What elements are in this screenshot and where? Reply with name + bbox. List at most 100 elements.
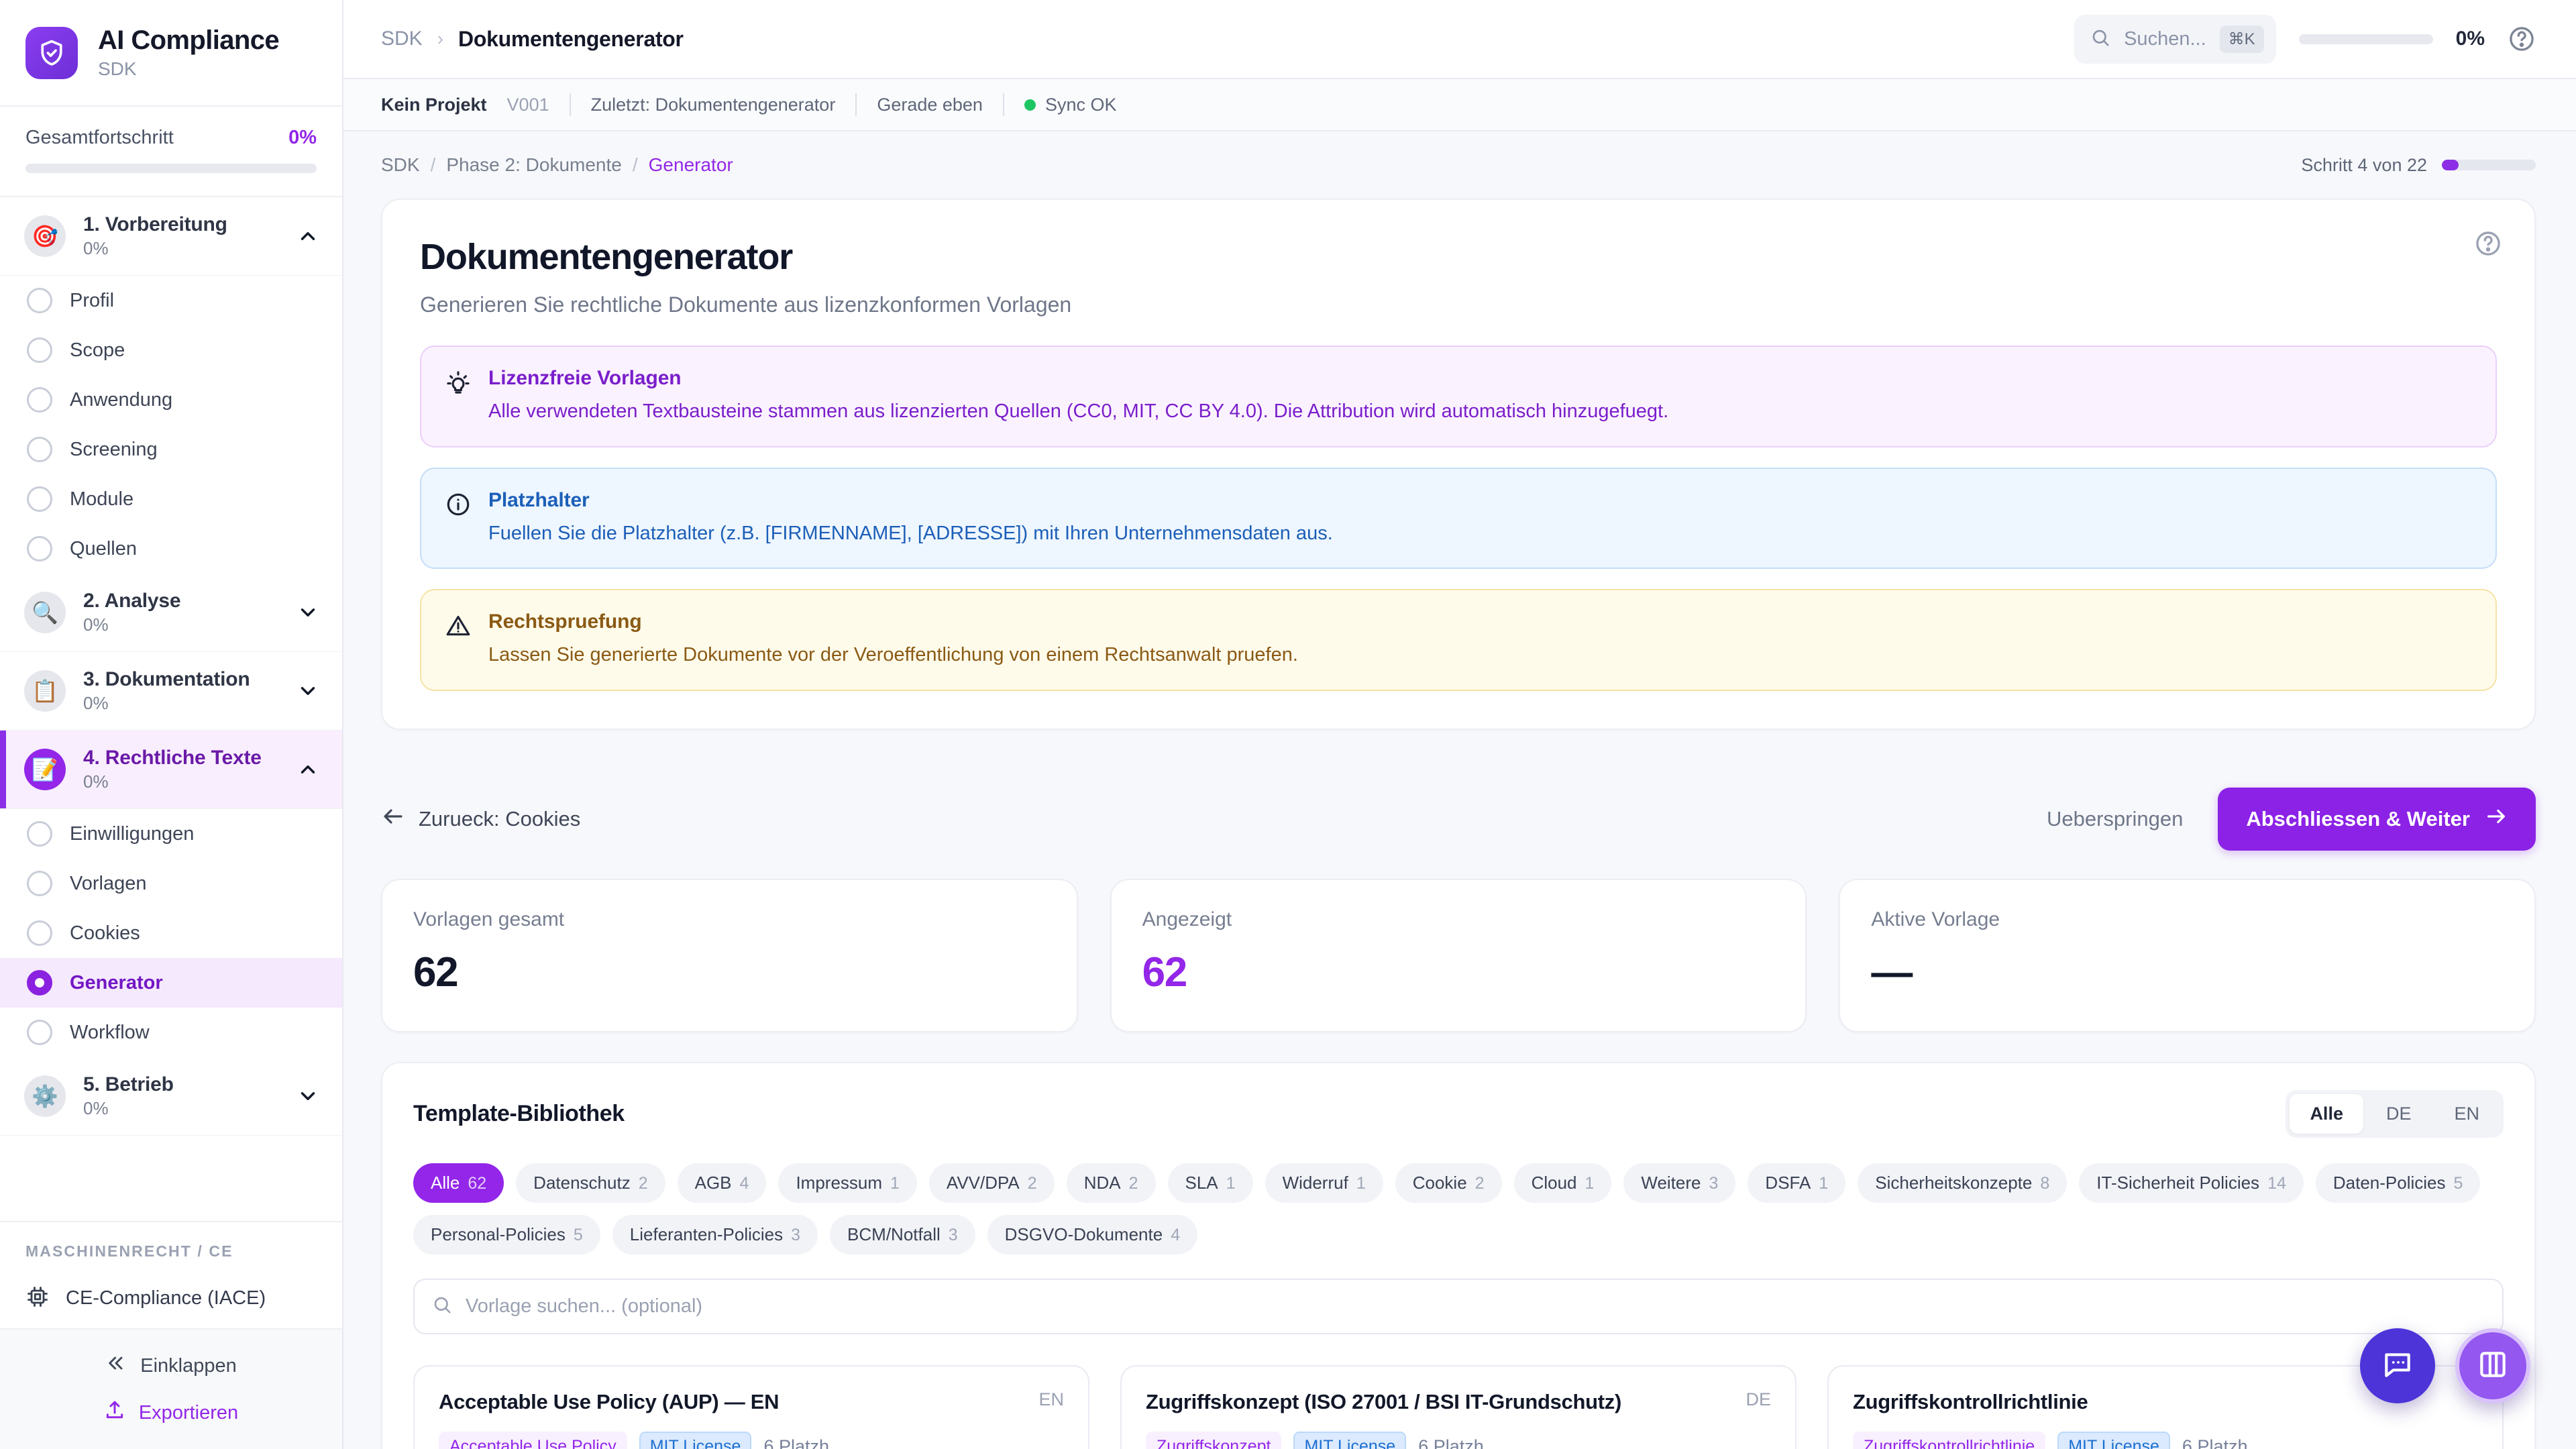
step-status-dot (27, 1020, 52, 1045)
group-heading-maschinenrecht: MASCHINENRECHT / CE (25, 1242, 233, 1260)
sidebar-phase-5[interactable]: ⚙️ 5. Betrieb 0% (0, 1057, 342, 1136)
sidebar-item-ce-compliance[interactable]: CE-Compliance (IACE) (0, 1271, 342, 1330)
stat-value: 62 (413, 949, 459, 996)
sidebar-item-label: Anwendung (70, 388, 173, 411)
filter-chip-avv-dpa[interactable]: AVV/DPA 2 (928, 1163, 1055, 1203)
sidebar-item-quellen[interactable]: Quellen (0, 524, 342, 574)
filter-chip-lieferanten-policies[interactable]: Lieferanten-Policies 3 (612, 1215, 818, 1255)
filter-chip-label: Personal-Policies (431, 1224, 566, 1245)
filter-chip-nda[interactable]: NDA 2 (1066, 1163, 1156, 1203)
panel-fab[interactable] (2455, 1328, 2530, 1403)
sidebar-item-anwendung[interactable]: Anwendung (0, 375, 342, 425)
filter-chip-label: Cloud (1531, 1173, 1577, 1193)
hero-card: Dokumentengenerator Generieren Sie recht… (381, 199, 2536, 731)
chevron-down-icon[interactable] (297, 680, 319, 702)
filter-chip-weitere[interactable]: Weitere 3 (1623, 1163, 1736, 1203)
language-option-en[interactable]: EN (2454, 1104, 2479, 1124)
sidebar-phase-3[interactable]: 📋 3. Dokumentation 0% (0, 652, 342, 731)
chevron-up-icon[interactable] (297, 225, 319, 248)
sidebar-item-generator[interactable]: Generator (0, 958, 342, 1008)
sidebar-item-profil[interactable]: Profil (0, 276, 342, 325)
complete-and-next-button[interactable]: Abschliessen & Weiter (2218, 788, 2536, 851)
sync-status-dot (1024, 99, 1036, 111)
filter-chip-daten-policies[interactable]: Daten-Policies 5 (2315, 1163, 2481, 1203)
template-card[interactable]: Acceptable Use Policy (AUP) — EN EN Accept… (413, 1365, 1089, 1449)
template-library-header: Template-Bibliothek Alle DE EN (413, 1090, 2504, 1138)
filter-chip-it-sicherheit-policies[interactable]: IT-Sicherheit Policies 14 (2079, 1163, 2304, 1203)
chevron-up-icon[interactable] (297, 758, 319, 781)
brand-header[interactable]: AI Compliance SDK (0, 0, 342, 107)
meta-divider (569, 93, 571, 116)
filter-chip-label: Impressum (796, 1173, 883, 1193)
filter-chip-bcm-notfall[interactable]: BCM/Notfall 3 (830, 1215, 975, 1255)
filter-chip-label: Lieferanten-Policies (629, 1224, 784, 1245)
filter-chip-cookie[interactable]: Cookie 2 (1395, 1163, 1502, 1203)
sidebar-item-scope[interactable]: Scope (0, 325, 342, 375)
sidebar-item-ce-compliance-label: CE-Compliance (IACE) (66, 1287, 266, 1309)
filter-chip-widerruf[interactable]: Widerruf 1 (1265, 1163, 1383, 1203)
filter-chip-cloud[interactable]: Cloud 1 (1513, 1163, 1612, 1203)
template-language-badge: DE (1746, 1389, 1771, 1410)
chevron-down-icon[interactable] (297, 1085, 319, 1108)
filter-chip-datenschutz[interactable]: Datenschutz 2 (516, 1163, 665, 1203)
content-scroll[interactable]: Dokumentengenerator Generieren Sie recht… (343, 199, 2576, 1449)
filter-chip-label: BCM/Notfall (847, 1224, 941, 1245)
filter-chip-count: 1 (1585, 1174, 1595, 1193)
sidebar-item-vorlagen[interactable]: Vorlagen (0, 859, 342, 908)
sub-breadcrumb-root[interactable]: SDK (381, 154, 420, 175)
filter-chip-sicherheitskonzepte[interactable]: Sicherheitskonzepte 8 (1858, 1163, 2068, 1203)
phase-percent: 0% (83, 238, 109, 258)
filter-chip-agb[interactable]: AGB 4 (677, 1163, 767, 1203)
search-icon (432, 1295, 452, 1318)
skip-button[interactable]: Ueberspringen (2046, 807, 2184, 831)
breadcrumb-root[interactable]: SDK (381, 28, 423, 50)
filter-chip-count: 4 (739, 1174, 749, 1193)
sub-breadcrumb-bar: SDK / Phase 2: Dokumente / Generator Sch… (343, 131, 2576, 199)
filter-chip-sla[interactable]: SLA 1 (1167, 1163, 1253, 1203)
template-language-badge: EN (1038, 1389, 1064, 1410)
back-button[interactable]: Zurueck: Cookies (381, 804, 580, 834)
banner-title: Rechtspruefung (488, 610, 642, 633)
sidebar-item-workflow[interactable]: Workflow (0, 1008, 342, 1057)
filter-chip-dsfa[interactable]: DSFA 1 (1748, 1163, 1846, 1203)
global-search[interactable]: Suchen... ⌘K (2074, 14, 2276, 64)
phase-emoji-icon: ⚙️ (24, 1075, 66, 1117)
filter-chip-impressum[interactable]: Impressum 1 (778, 1163, 917, 1203)
help-icon[interactable] (2508, 25, 2536, 53)
sidebar-item-module[interactable]: Module (0, 474, 342, 524)
filter-chip-dsgvo-dokumente[interactable]: DSGVO-Dokumente 4 (987, 1215, 1198, 1255)
filter-chip-label: Sicherheitskonzepte (1875, 1173, 2033, 1193)
step-status-dot (27, 288, 52, 313)
filter-chip-label: AVV/DPA (946, 1173, 1020, 1193)
export-button[interactable]: Exportieren (104, 1399, 238, 1426)
sidebar-phase-4[interactable]: 📝 4. Rechtliche Texte 0% (0, 731, 342, 809)
filter-chip-alle[interactable]: Alle 62 (413, 1163, 504, 1203)
step-progress-fill (2442, 160, 2459, 170)
collapse-sidebar-button[interactable]: Einklappen (105, 1352, 237, 1379)
phase-name: 5. Betrieb (83, 1073, 174, 1095)
language-option-alle[interactable]: Alle (2290, 1094, 2363, 1134)
filter-chip-count: 1 (1819, 1174, 1829, 1193)
language-option-de[interactable]: DE (2385, 1104, 2412, 1124)
sidebar-item-einwilligungen[interactable]: Einwilligungen (0, 809, 342, 859)
filter-chip-personal-policies[interactable]: Personal-Policies 5 (413, 1215, 600, 1255)
last-visited: Zuletzt: Dokumentengenerator (590, 94, 836, 115)
phase-emoji-icon: 📋 (24, 670, 66, 712)
sidebar-phase-2[interactable]: 🔍 2. Analyse 0% (0, 574, 342, 652)
sidebar-divider (0, 1221, 342, 1222)
chat-fab[interactable] (2360, 1328, 2435, 1403)
language-filter-toggle[interactable]: Alle DE EN (2286, 1090, 2504, 1138)
filter-chip-count: 2 (1474, 1174, 1485, 1193)
template-search-input[interactable]: Vorlage suchen... (optional) (413, 1279, 2504, 1335)
sidebar-item-screening[interactable]: Screening (0, 425, 342, 474)
chevron-down-icon[interactable] (297, 601, 319, 624)
sub-breadcrumb-phase[interactable]: Phase 2: Dokumente (446, 154, 622, 175)
filter-chip-label: Widerruf (1282, 1173, 1348, 1193)
hero-help-icon[interactable] (2474, 229, 2502, 258)
sidebar-phase-1[interactable]: 🎯 1. Vorbereitung 0% (0, 197, 342, 276)
template-card[interactable]: Zugriffskonzept (ISO 27001 / BSI IT-Grun… (1120, 1365, 1796, 1449)
top-progress-value: 0% (2455, 28, 2485, 50)
template-card[interactable]: Zugriffskontrollrichtlinie Zugriffskontro… (1827, 1365, 2504, 1449)
overall-progress-label: Gesamtfortschritt (25, 127, 174, 148)
sidebar-item-cookies[interactable]: Cookies (0, 908, 342, 958)
